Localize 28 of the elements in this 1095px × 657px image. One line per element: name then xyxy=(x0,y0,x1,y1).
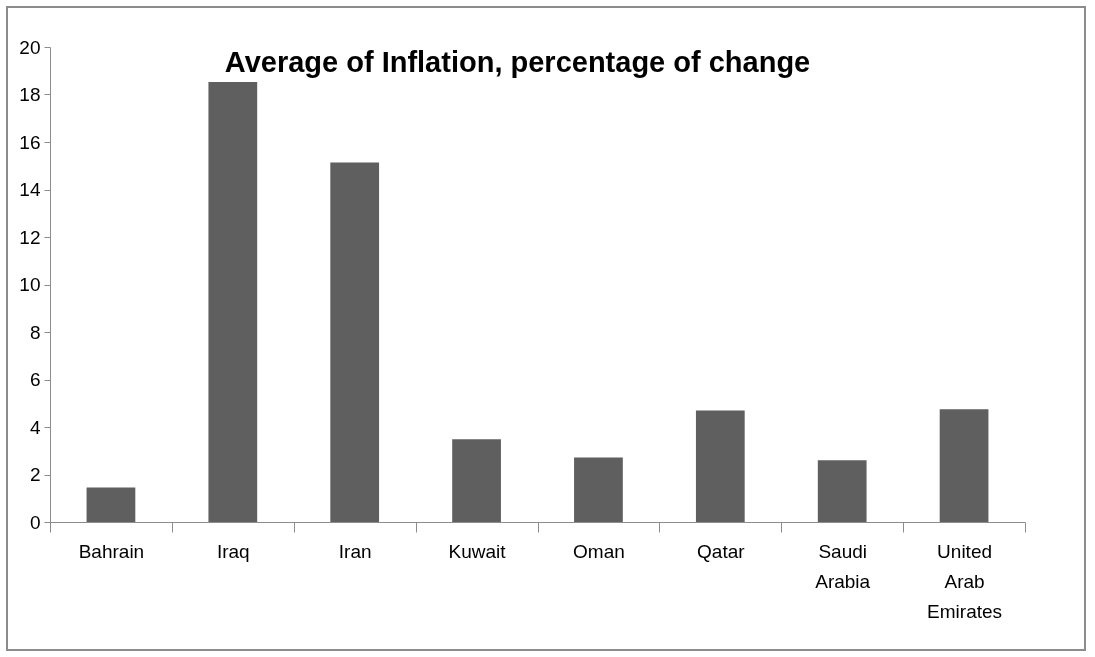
y-tick-label: 8 xyxy=(29,321,41,343)
x-tick-label: Qatar xyxy=(697,540,746,562)
x-tick-label: Oman xyxy=(573,540,625,562)
bar xyxy=(86,487,136,522)
y-tick-label: 14 xyxy=(19,179,41,200)
bar xyxy=(574,457,623,522)
y-tick-label: 18 xyxy=(19,84,41,105)
bar xyxy=(208,81,258,522)
y-tick-label: 2 xyxy=(29,464,41,485)
x-tick-label: Bahrain xyxy=(78,540,145,562)
y-tick-label: 6 xyxy=(29,369,41,390)
x-tick-label: Iran xyxy=(338,540,372,562)
x-tick-label: Saudi Arabia xyxy=(815,540,871,592)
y-tick-label: 4 xyxy=(29,416,41,438)
bar xyxy=(695,410,745,522)
y-tick-label: 12 xyxy=(19,226,41,248)
x-tick-label: Iraq xyxy=(216,540,250,562)
y-tick-label: 0 xyxy=(29,511,41,533)
y-tick-label: 20 xyxy=(19,36,41,58)
bar xyxy=(330,162,380,522)
chart-title: Average of Inflation, percentage of change xyxy=(224,46,811,78)
x-tick-label: Kuwait xyxy=(448,540,507,562)
bar xyxy=(817,460,867,522)
bar xyxy=(452,439,501,522)
y-tick-label: 10 xyxy=(19,274,41,295)
bar xyxy=(939,409,989,522)
y-tick-label: 16 xyxy=(19,131,41,153)
x-tick-label: United Arab Emirates xyxy=(927,540,1003,622)
